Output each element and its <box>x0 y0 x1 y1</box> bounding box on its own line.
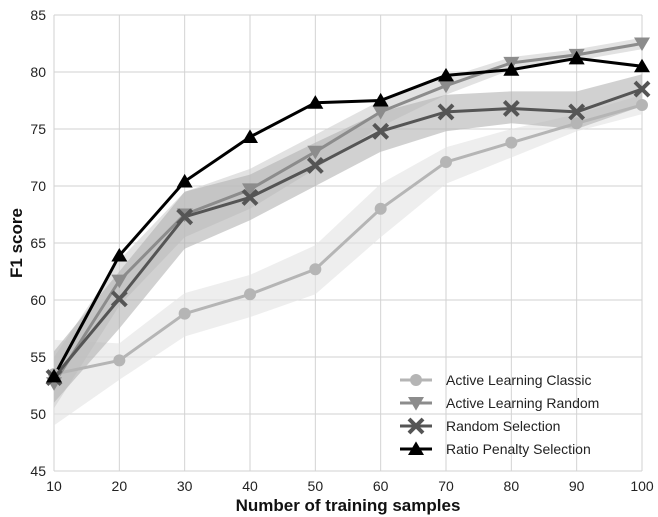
data-point-x <box>437 103 455 121</box>
data-point-triangle-down <box>438 79 454 94</box>
data-point-triangle-up <box>111 247 128 262</box>
series-line <box>52 42 643 385</box>
x-tick-label: 90 <box>569 478 585 494</box>
legend-entry: Active Learning Classic <box>400 372 592 388</box>
series-line <box>52 87 643 379</box>
x-tick-label: 50 <box>308 478 324 494</box>
data-point-x <box>176 208 194 226</box>
data-point-triangle-up <box>307 95 324 109</box>
data-point-triangle-up <box>242 129 258 143</box>
legend-entry: Random Selection <box>400 417 560 435</box>
x-tick-label: 10 <box>46 478 62 494</box>
data-point-circle <box>178 307 191 320</box>
y-axis-title: F1 score <box>7 208 26 278</box>
data-point-circle <box>113 354 126 367</box>
data-point-triangle-down <box>408 397 424 411</box>
y-tick-label: 50 <box>30 406 46 422</box>
y-tick-label: 55 <box>30 349 46 365</box>
legend-entry: Ratio Penalty Selection <box>400 441 591 457</box>
data-point-circle <box>309 263 322 276</box>
data-point-x <box>110 290 128 308</box>
data-point-triangle-down <box>111 274 128 289</box>
data-point-circle <box>244 288 256 301</box>
x-axis-title: Number of training samples <box>236 496 461 515</box>
data-point-triangle-up <box>372 92 389 107</box>
y-tick-label: 75 <box>30 121 46 137</box>
x-tick-label: 20 <box>112 478 128 494</box>
data-point-x <box>568 103 586 121</box>
data-point-circle <box>374 202 387 215</box>
x-tick-label: 70 <box>438 478 454 494</box>
data-point-x <box>633 80 651 98</box>
y-tick-label: 80 <box>30 64 46 80</box>
series-line <box>53 103 643 376</box>
data-point-x <box>241 188 259 206</box>
legend-label: Ratio Penalty Selection <box>446 441 591 457</box>
data-point-triangle-up <box>438 67 454 82</box>
data-point-circle <box>636 99 648 112</box>
data-point-triangle-up <box>503 62 520 76</box>
series-markers-group <box>46 50 650 383</box>
data-point-triangle-up <box>408 441 424 455</box>
legend-label: Active Learning Random <box>446 395 599 411</box>
series-markers <box>45 37 651 391</box>
x-tick-label: 40 <box>242 478 258 494</box>
data-point-circle <box>570 117 583 130</box>
data-point-circle <box>410 374 422 386</box>
x-tick-labels: 10 20 30 40 50 60 70 80 90 100 <box>46 478 654 494</box>
data-point-triangle-down <box>372 105 389 120</box>
data-point-x <box>306 157 324 174</box>
data-point-triangle-up <box>634 58 650 73</box>
series-markers-group <box>45 80 651 386</box>
x-tick-label: 60 <box>373 478 389 494</box>
y-tick-label: 85 <box>30 7 46 23</box>
data-point-x <box>407 417 425 435</box>
x-tick-label: 80 <box>504 478 520 494</box>
data-point-triangle-up <box>176 173 193 188</box>
data-point-triangle-down <box>242 183 258 198</box>
x-tick-label: 100 <box>630 478 654 494</box>
data-point-triangle-down <box>307 145 324 160</box>
series-lines <box>52 42 643 385</box>
confidence-band <box>54 94 642 426</box>
y-tick-label: 70 <box>30 178 46 194</box>
data-point-triangle-up <box>46 368 62 383</box>
x-tick-label: 30 <box>177 478 193 494</box>
legend-label: Random Selection <box>446 418 560 434</box>
data-point-x <box>502 100 520 117</box>
legend-entry: Active Learning Random <box>400 395 599 411</box>
legend-label: Active Learning Classic <box>446 372 592 388</box>
series-line <box>52 56 643 378</box>
data-point-circle <box>505 136 518 149</box>
y-tick-label: 65 <box>30 235 46 251</box>
data-point-triangle-down <box>634 37 650 52</box>
data-point-x <box>372 122 390 140</box>
y-tick-labels: 45 50 55 60 65 70 75 80 85 <box>30 7 46 479</box>
y-tick-label: 45 <box>30 463 46 479</box>
data-point-circle <box>440 156 452 169</box>
legend: Active Learning Classic Active Learning R… <box>400 372 599 457</box>
y-tick-label: 60 <box>30 292 46 308</box>
data-point-triangle-up <box>568 50 585 65</box>
